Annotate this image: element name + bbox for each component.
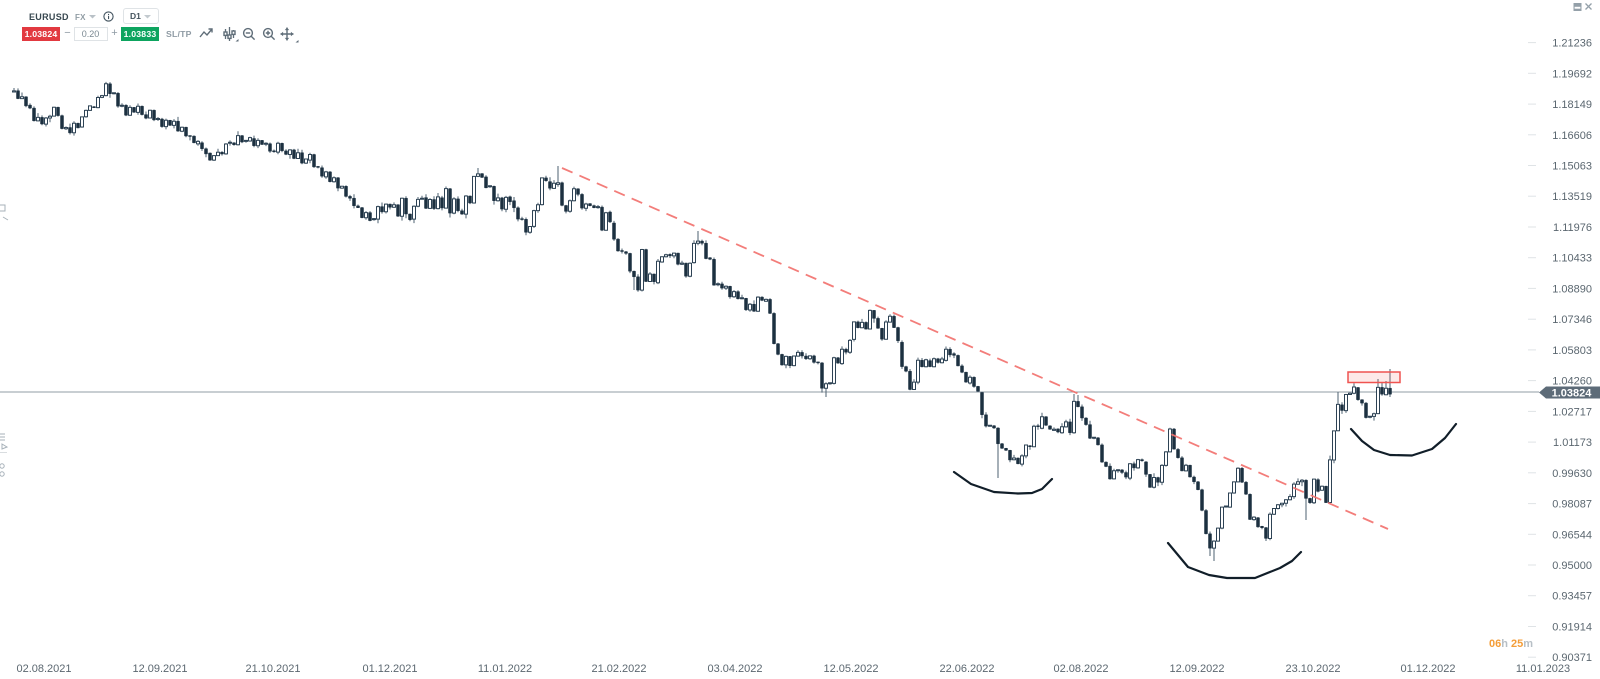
svg-text:22.06.2022: 22.06.2022 <box>939 663 994 675</box>
svg-text:0.90371: 0.90371 <box>1552 652 1592 664</box>
svg-text:1.21236: 1.21236 <box>1552 38 1592 50</box>
svg-text:11.01.2022: 11.01.2022 <box>478 663 532 675</box>
svg-text:1.01173: 1.01173 <box>1553 437 1592 449</box>
svg-text:02.08.2022: 02.08.2022 <box>1053 663 1108 675</box>
svg-text:1.04260: 1.04260 <box>1552 376 1592 388</box>
svg-text:12.09.2022: 12.09.2022 <box>1169 663 1224 675</box>
svg-text:0.99630: 0.99630 <box>1552 468 1592 480</box>
svg-text:1.13519: 1.13519 <box>1552 191 1592 203</box>
svg-text:1.05803: 1.05803 <box>1552 345 1592 357</box>
svg-text:1.19692: 1.19692 <box>1552 68 1592 80</box>
svg-text:0.91914: 0.91914 <box>1552 622 1592 634</box>
svg-text:1.07346: 1.07346 <box>1552 314 1592 326</box>
svg-text:21.02.2022: 21.02.2022 <box>591 663 646 675</box>
svg-text:1.10433: 1.10433 <box>1552 253 1592 265</box>
svg-text:0.96544: 0.96544 <box>1552 529 1592 541</box>
svg-text:1.02717: 1.02717 <box>1552 406 1592 418</box>
svg-text:03.04.2022: 03.04.2022 <box>707 663 762 675</box>
svg-text:02.08.2021: 02.08.2021 <box>16 663 71 675</box>
svg-text:1.08890: 1.08890 <box>1552 283 1592 295</box>
svg-text:0.95000: 0.95000 <box>1552 560 1592 572</box>
svg-text:01.12.2022: 01.12.2022 <box>1400 663 1455 675</box>
svg-text:11.01.2023: 11.01.2023 <box>1516 663 1570 675</box>
svg-text:23.10.2022: 23.10.2022 <box>1285 663 1340 675</box>
svg-text:21.10.2021: 21.10.2021 <box>245 663 300 675</box>
svg-text:1.18149: 1.18149 <box>1552 99 1592 111</box>
svg-text:1.16606: 1.16606 <box>1552 130 1592 142</box>
svg-text:06h 25m: 06h 25m <box>1489 638 1533 650</box>
svg-text:1.03824: 1.03824 <box>1552 388 1593 400</box>
svg-text:0.98087: 0.98087 <box>1552 499 1592 511</box>
svg-text:0.93457: 0.93457 <box>1552 591 1592 603</box>
svg-text:1.15063: 1.15063 <box>1552 161 1592 173</box>
svg-text:12.09.2021: 12.09.2021 <box>132 663 187 675</box>
svg-text:12.05.2022: 12.05.2022 <box>823 663 878 675</box>
svg-text:01.12.2021: 01.12.2021 <box>362 663 417 675</box>
svg-text:1.11976: 1.11976 <box>1553 222 1592 234</box>
